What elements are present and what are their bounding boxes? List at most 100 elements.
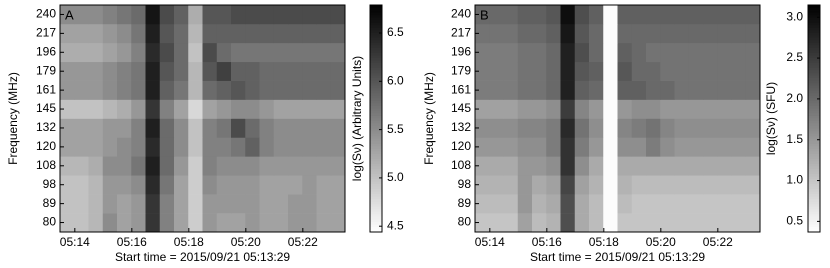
heatmap-cell [216,23,232,44]
heatmap-cell [660,194,675,214]
colorbar-step [808,32,820,36]
heatmap-cell [60,213,75,233]
colorbar-step [370,103,382,107]
heatmap-cell [316,61,332,81]
heatmap-cell [674,175,690,195]
colorbar-step [808,55,820,59]
heatmap-cell [660,137,675,157]
heatmap-cell [202,42,218,63]
heatmap-cell [330,80,346,100]
heatmap-cell [489,23,504,44]
heatmap-cell [188,5,203,25]
heatmap-cell [174,80,189,100]
heatmap-cell [159,5,175,25]
colorbar-step [808,40,820,44]
heatmap-cell [288,213,303,233]
heatmap-cell [703,80,718,100]
heatmap-cell [731,80,747,100]
heatmap-cell [231,194,246,214]
colorbar-step [808,166,820,170]
heatmap-cell [188,118,203,138]
colorbar-step [370,221,382,225]
colorbar-step [370,7,382,11]
heatmap-cell [216,80,232,100]
colorbar-step [808,57,820,61]
colorbar-step [370,126,382,129]
colorbar-step [370,191,382,195]
heatmap-cell [717,156,732,176]
heatmap-cell [88,99,104,119]
colorbar-step [808,226,820,230]
colorbar-step [370,88,382,92]
heatmap-cell [574,61,590,81]
colorbar-step [808,17,820,21]
heatmap-cell [231,42,246,63]
colorbar-step [808,201,820,205]
colorbar-step [370,30,382,34]
heatmap-cell [617,137,633,157]
heatmap-cell [631,61,647,81]
colorbar-step [370,110,382,114]
heatmap-cell [546,175,561,195]
x-axis-label: Start time = 2015/09/21 05:13:29 [530,250,705,264]
heatmap-cell [674,213,690,233]
colorbar-step [808,214,820,218]
heatmap-cell [302,42,317,63]
colorbar-step [370,22,382,26]
heatmap-cell [316,213,332,233]
colorbar-step [370,65,382,69]
heatmap-cell [273,80,289,100]
heatmap-cell [231,213,246,233]
colorbar-step [370,186,382,190]
heatmap-cell [603,61,618,81]
heatmap-cell [88,118,104,138]
heatmap-cell [532,175,547,195]
heatmap-cell [617,118,633,138]
heatmap-cell [188,175,203,195]
x-tick-label: 05:20 [231,235,261,249]
colorbar-step [808,65,820,69]
heatmap-cell [60,137,75,157]
heatmap-cell [102,99,118,119]
colorbar-step [808,219,820,223]
heatmap-cell [731,5,747,25]
heatmap-cell [145,80,161,100]
heatmap-cell [731,137,747,157]
heatmap-cell [60,194,75,214]
colorbar-step [808,100,820,104]
heatmap-cell [660,156,675,176]
colorbar-step [370,184,382,187]
heatmap-cell [674,5,690,25]
heatmap-cell [617,213,633,233]
heatmap-cell [717,5,732,25]
colorbar-step [370,176,382,180]
heatmap-cell [703,137,718,157]
colorbar-step [370,153,382,157]
heatmap-cell [216,175,232,195]
plot-frame [59,4,346,233]
colorbar-tick-label: 6.0 [387,73,404,87]
heatmap-cell [475,80,490,100]
colorbar-step [808,186,820,190]
heatmap-cell [717,99,732,119]
y-tick-label: 89 [43,196,57,210]
heatmap-cell [74,118,89,138]
colorbar-step [808,221,820,225]
heatmap-cell [589,156,604,176]
colorbar-step [808,25,820,29]
heatmap-cell [660,42,675,63]
heatmap-cell [703,194,718,214]
heatmap-cell [131,99,146,119]
heatmap-cell [489,175,504,195]
heatmap-cell [745,118,761,138]
x-tick-label: 05:16 [532,235,562,249]
heatmap-cell [603,80,618,100]
heatmap-cell [574,137,590,157]
heatmap-cell [131,175,146,195]
heatmap-cell [74,42,89,63]
heatmap-cell [646,118,661,138]
heatmap-cell [245,137,260,157]
heatmap-cell [145,118,161,138]
heatmap-cell [688,156,704,176]
colorbar-step [370,57,382,61]
